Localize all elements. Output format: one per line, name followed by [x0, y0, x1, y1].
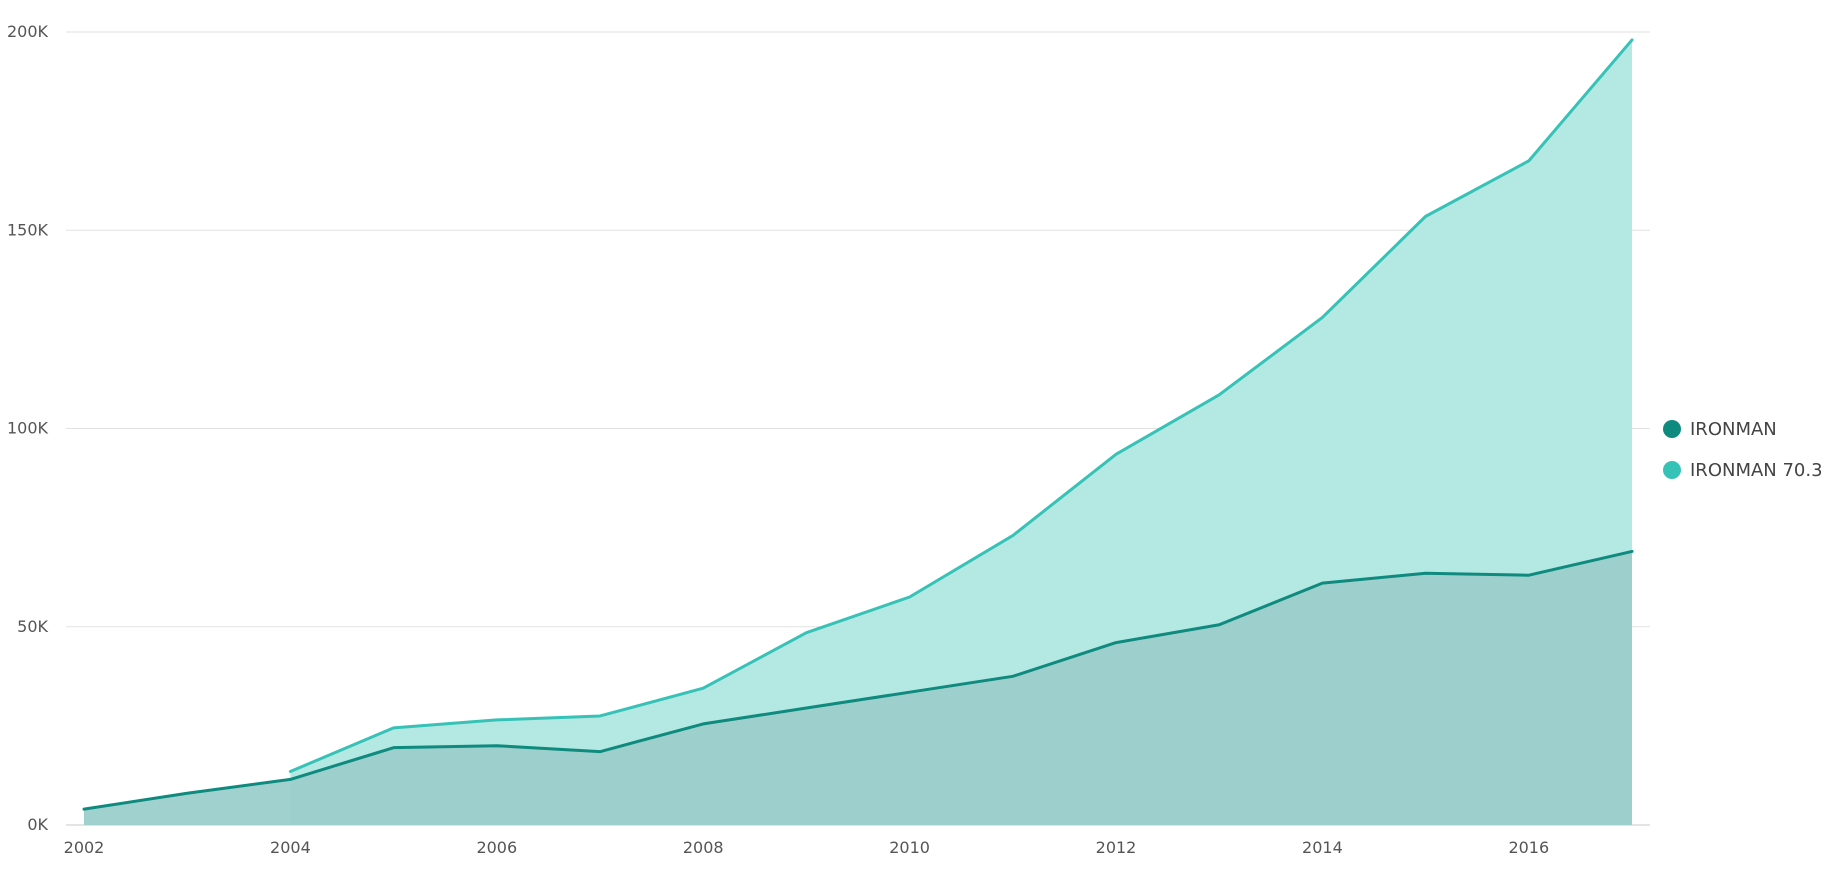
legend-marker — [1663, 420, 1681, 438]
x-tick-label: 2012 — [1096, 838, 1137, 857]
y-tick-label: 150K — [7, 220, 49, 239]
series-areas — [84, 39, 1632, 826]
legend: IRONMAN IRONMAN 70.3 — [1663, 419, 1823, 481]
y-tick-label: 50K — [17, 617, 48, 636]
x-tick-label: 2004 — [270, 838, 311, 857]
legend-label: IRONMAN — [1690, 419, 1777, 440]
y-tick-label: 200K — [7, 22, 49, 41]
line-ironman — [82, 549, 1634, 811]
legend-label: IRONMAN 70.3 — [1690, 460, 1823, 481]
x-tick-label: 2002 — [64, 838, 105, 857]
axis-labels: 0K 50K 100K 150K 200K 2002 2004 2006 2008 2010 201… — [7, 22, 1549, 857]
series-lines — [82, 38, 1634, 811]
y-tick-label: 0K — [27, 815, 48, 834]
area-ironman — [84, 551, 1632, 825]
x-tick-label: 2014 — [1302, 838, 1343, 857]
line-ironman-70-3 — [288, 38, 1634, 773]
x-tick-label: 2010 — [889, 838, 930, 857]
x-tick-label: 2016 — [1508, 838, 1549, 857]
legend-marker — [1663, 461, 1681, 479]
x-tick-label: 2008 — [683, 838, 724, 857]
y-tick-label: 100K — [7, 419, 49, 438]
x-tick-label: 2006 — [476, 838, 517, 857]
